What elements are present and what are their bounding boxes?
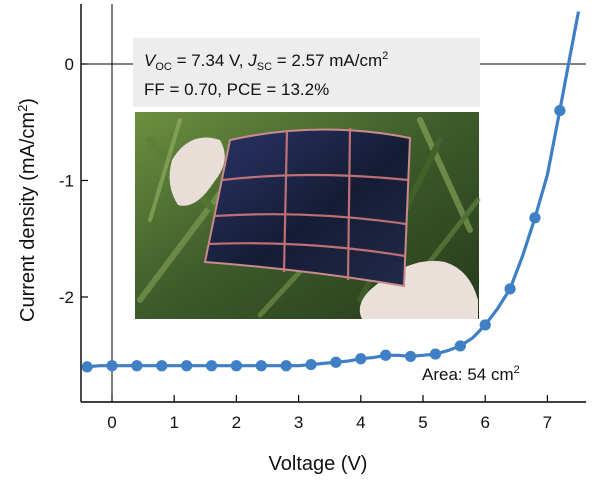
data-point [181, 360, 193, 372]
x-tick-label: 5 [418, 413, 427, 432]
solar-panel-shape [203, 128, 412, 288]
area-label: Area: 54 cm2 [422, 364, 520, 384]
x-tick-label: 0 [107, 413, 116, 432]
data-point [429, 348, 442, 360]
data-point [454, 340, 466, 352]
data-point [479, 319, 491, 331]
left-hand-shape [169, 137, 225, 206]
x-tick-label: 7 [543, 413, 552, 432]
data-point [280, 360, 292, 372]
ff-pce-annotation: FF = 0.70, PCE = 13.2% [144, 80, 329, 99]
x-axis-label: Voltage (V) [269, 453, 368, 475]
data-point [404, 350, 417, 363]
y-tick-label: 0 [65, 55, 74, 74]
data-point [230, 360, 242, 372]
data-point [255, 360, 267, 372]
y-tick-label: -2 [59, 288, 74, 307]
data-point [330, 356, 342, 368]
x-tick-label: 3 [294, 413, 303, 432]
data-point [355, 353, 367, 365]
data-point [305, 358, 317, 371]
metrics-annotation-box [133, 38, 480, 107]
data-point [156, 360, 168, 372]
x-tick-label: 6 [480, 413, 489, 432]
x-tick-label: 4 [356, 413, 365, 432]
data-point [529, 212, 541, 224]
data-point [380, 349, 392, 361]
x-tick-label: 2 [232, 413, 241, 432]
data-point [504, 283, 516, 295]
voc-jsc-annotation: VOC = 7.34 V, JSC = 2.57 mA/cm2 [144, 50, 388, 73]
data-point [106, 360, 118, 372]
x-tick-label: 1 [169, 413, 178, 432]
y-tick-label: -1 [59, 172, 74, 191]
data-point [131, 360, 143, 372]
y-axis-label: Current density (mA/cm2) [15, 98, 40, 322]
data-point [205, 360, 218, 372]
data-point [554, 105, 566, 117]
flexible-solar-module-photo [135, 112, 481, 319]
data-point [81, 361, 93, 373]
